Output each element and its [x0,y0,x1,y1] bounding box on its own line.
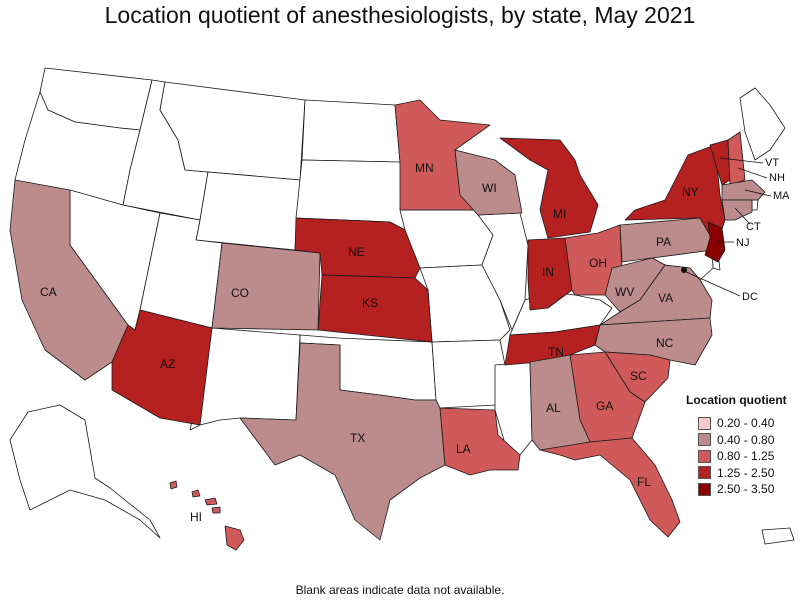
label-CA: CA [40,285,57,299]
legend-label: 0.20 - 0.40 [717,416,775,431]
label-NE: NE [348,245,365,259]
label-TN: TN [548,345,564,359]
state-ME[interactable] [739,87,786,161]
state-AR[interactable] [431,339,506,409]
label-VT: VT [765,157,779,169]
label-AZ: AZ [160,357,175,371]
label-SC: SC [630,369,647,383]
legend-swatch-2 [698,449,711,463]
state-MI[interactable] [499,137,599,239]
legend-swatch-3 [698,466,711,480]
label-CT: CT [746,221,761,233]
state-CO[interactable] [211,242,321,331]
state-LA[interactable] [439,407,521,476]
state-WY[interactable] [195,171,301,251]
legend-item: 0.40 - 0.80 [686,432,787,449]
legend: Location quotient 0.20 - 0.40 0.40 - 0.8… [686,393,787,498]
label-LA: LA [456,442,471,456]
label-KS: KS [362,296,378,310]
legend-swatch-0 [698,416,711,430]
label-DC: DC [742,291,758,303]
label-MN: MN [415,161,434,175]
state-AZ[interactable] [111,309,213,426]
state-KS[interactable] [317,274,433,343]
label-WV: WV [615,285,634,299]
legend-item: 2.50 - 3.50 [686,481,787,498]
label-GA: GA [596,399,613,413]
state-NJ[interactable] [704,221,726,263]
state-ND[interactable] [301,99,401,163]
legend-item: 0.80 - 1.25 [686,448,787,465]
state-FL[interactable] [539,437,681,538]
legend-label: 2.50 - 3.50 [717,482,775,497]
leader-lines [683,157,772,297]
state-WI[interactable] [454,149,523,216]
label-CO: CO [231,286,249,300]
state-CA[interactable] [9,179,129,381]
state-AK[interactable] [9,404,161,539]
state-NH[interactable] [727,131,746,186]
legend-label: 0.40 - 0.80 [717,432,775,447]
state-RI[interactable] [751,199,759,211]
legend-title: Location quotient [686,393,787,407]
state-PR[interactable] [761,527,795,545]
map-title: Location quotient of anesthesiologists, … [104,2,696,28]
legend-label: 0.80 - 1.25 [717,449,775,464]
legend-item: 1.25 - 2.50 [686,465,787,482]
dc-marker [681,267,687,273]
blank-states [9,67,795,545]
label-VA: VA [658,291,673,305]
legend-swatch-4 [698,482,711,496]
state-MA[interactable] [721,179,766,201]
label-MA: MA [773,190,790,202]
state-labels: CA AZ CO NE KS TX MN WI MI IN OH PA NY V… [40,157,790,524]
label-MI: MI [553,207,566,221]
label-OH: OH [589,256,607,270]
label-NY: NY [682,185,699,199]
legend-item: 0.20 - 0.40 [686,415,787,432]
label-FL: FL [637,475,651,489]
state-TN[interactable] [504,324,601,366]
label-NC: NC [656,336,674,350]
label-NJ: NJ [736,237,749,249]
label-WI: WI [482,181,497,195]
footnote: Blank areas indicate data not available. [295,583,505,597]
label-HI: HI [190,510,202,524]
label-AL: AL [546,401,561,415]
legend-swatch-1 [698,433,711,447]
state-TX[interactable] [239,342,446,541]
label-PA: PA [656,235,671,249]
state-HI[interactable] [169,480,245,551]
legend-label: 1.25 - 2.50 [717,465,775,480]
label-NH: NH [769,172,785,184]
label-TX: TX [350,431,365,445]
label-IN: IN [542,265,554,279]
